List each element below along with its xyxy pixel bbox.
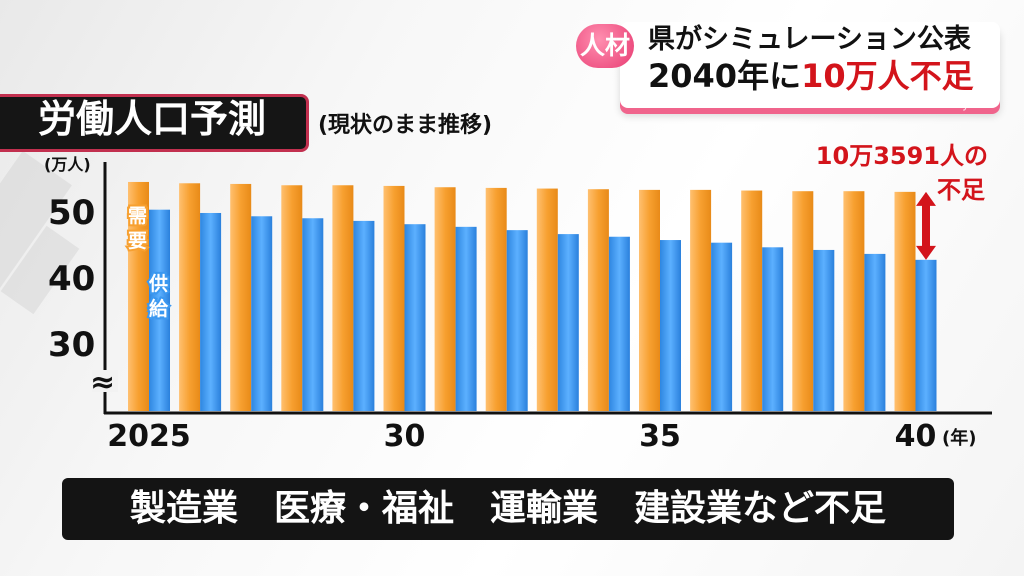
y-axis-label: (万人) <box>44 155 91 174</box>
legend-supply-char: 供 <box>148 272 168 295</box>
supply-bar-2032 <box>506 230 528 411</box>
supply-bar-2035 <box>660 240 681 411</box>
legend-demand-char: 要 <box>128 230 147 252</box>
supply-bar-2033 <box>557 234 579 411</box>
chart-title: 労働人口予測 <box>38 97 267 141</box>
demand-bar-2039 <box>843 191 865 411</box>
headline-line2: 2040年に10万人不足 <box>648 58 974 94</box>
brand-logo: KNB news every. <box>880 97 972 111</box>
demand-bar-2034 <box>587 189 609 411</box>
gap-arrow-icon <box>916 191 936 260</box>
shortage-annotation-line1: 10万3591人の <box>816 142 988 170</box>
demand-bar-2025 <box>128 181 149 411</box>
demand-bar-2035 <box>639 189 660 411</box>
x-tick-label: 40 <box>895 419 937 454</box>
x-tick-label: 2025 <box>107 419 191 454</box>
y-tick-label: 30 <box>48 325 95 365</box>
demand-bar-2037 <box>741 190 763 411</box>
x-tick-label: 30 <box>384 419 426 454</box>
headline-line2-highlight: 10万人不足 <box>801 57 974 95</box>
demand-bar-2036 <box>690 189 712 411</box>
demand-bar-2033 <box>536 188 558 411</box>
supply-bar-2038 <box>813 249 835 411</box>
demand-bar-2030 <box>383 185 405 411</box>
demand-bar-2031 <box>434 187 456 411</box>
supply-bar-2027 <box>251 216 273 411</box>
supply-bar-2039 <box>864 253 886 411</box>
supply-bar-2025 <box>149 209 170 411</box>
legend-supply-char: 給 <box>149 297 169 320</box>
supply-bar-2028 <box>302 218 324 411</box>
bottom-caption-banner: 製造業 医療・福祉 運輸業 建設業など不足 <box>62 478 954 540</box>
supply-bar-2031 <box>455 226 477 411</box>
supply-bar-2036 <box>711 242 733 411</box>
supply-bar-2029 <box>353 220 375 411</box>
headline-panel <box>620 22 1000 108</box>
shortage-annotation-line2: 不足 <box>937 176 985 204</box>
demand-bar-2029 <box>332 185 354 411</box>
demand-bar-2027 <box>230 183 252 411</box>
demand-bar-2040 <box>894 191 916 411</box>
headline-line1: 県がシミュレーション公表 <box>648 24 971 55</box>
axis-break-gap <box>92 370 118 392</box>
demand-bar-2038 <box>792 191 814 411</box>
x-axis-unit: (年) <box>942 427 976 449</box>
category-badge: 人材 <box>576 24 634 68</box>
supply-bar-2040 <box>915 259 937 411</box>
supply-bar-2034 <box>608 236 630 411</box>
supply-bar-2037 <box>762 247 784 411</box>
supply-bar-2026 <box>200 212 222 411</box>
demand-bar-2026 <box>179 183 201 411</box>
x-tick-label: 35 <box>639 419 681 454</box>
demand-bar-2028 <box>281 185 303 411</box>
y-tick-label: 40 <box>48 259 95 299</box>
axis-break-icon: ≈ <box>90 365 115 400</box>
y-tick-label: 50 <box>48 193 95 233</box>
headline-line2-prefix: 2040年に <box>648 57 802 95</box>
legend-demand-char: 需 <box>128 205 147 227</box>
title-box <box>0 94 309 152</box>
demand-bar-2032 <box>485 187 507 411</box>
chart-subtitle: (現状のまま推移) <box>318 113 493 138</box>
supply-bar-2030 <box>404 224 426 411</box>
